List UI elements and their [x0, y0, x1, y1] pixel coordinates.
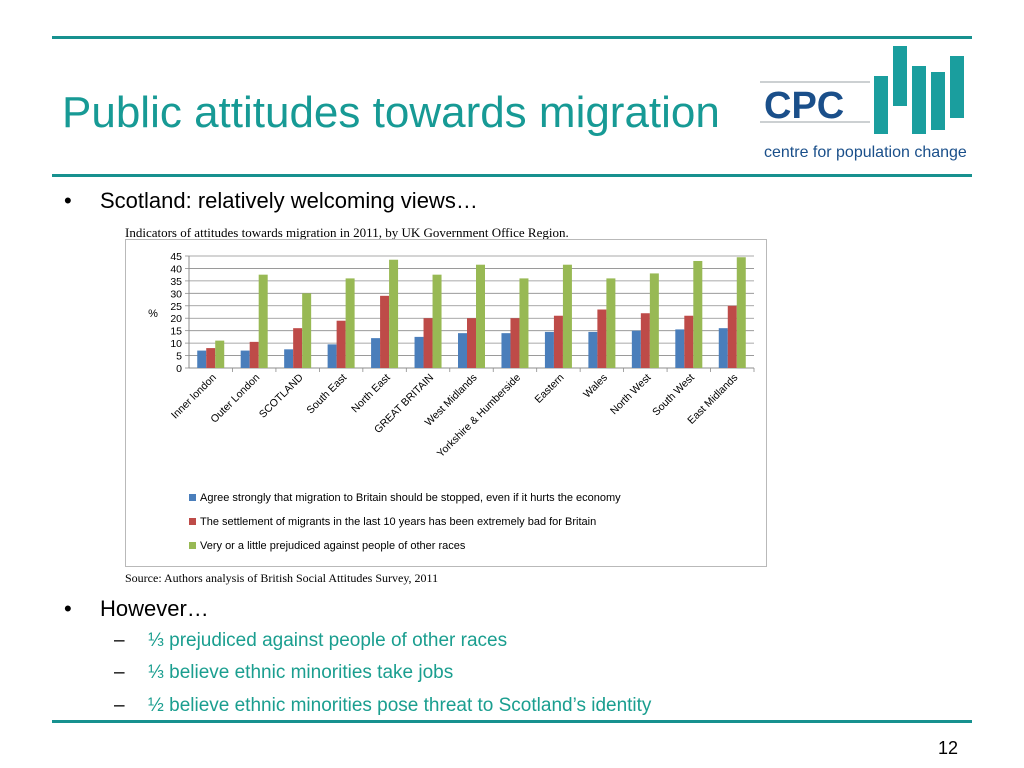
bullet-symbol: • — [64, 188, 72, 213]
chart-source: Source: Authors analysis of British Soci… — [125, 571, 439, 585]
y-tick-label: 10 — [170, 338, 182, 350]
logo-bar — [950, 56, 964, 118]
subpoint-text: ⅓ prejudiced against people of other rac… — [148, 630, 508, 651]
bar — [258, 274, 268, 368]
bar — [501, 333, 511, 368]
legend-swatch — [189, 494, 196, 501]
legend-label: The settlement of migrants in the last 1… — [200, 516, 596, 528]
bar — [510, 318, 520, 368]
bar — [693, 260, 703, 368]
top-rule — [52, 36, 972, 39]
logo-initials: CPC — [764, 85, 844, 127]
x-tick-label: Eastern — [532, 372, 566, 406]
bar — [588, 331, 598, 368]
y-tick-label: 35 — [170, 276, 182, 288]
bar — [249, 341, 259, 368]
legend-label: Very or a little prejudiced against peop… — [200, 540, 466, 552]
dash-symbol: – — [114, 695, 125, 716]
subpoint-jobs: – ⅓ believe ethnic minorities take jobs — [114, 662, 454, 684]
legend-swatch — [189, 518, 196, 525]
bar — [519, 278, 529, 368]
logo-bar — [874, 76, 888, 134]
x-tick-label: South East — [304, 372, 349, 417]
y-tick-label: 20 — [170, 313, 182, 325]
bar — [432, 274, 442, 368]
subpoint-identity: – ½ believe ethnic minorities pose threa… — [114, 695, 652, 717]
y-tick-label: 40 — [170, 263, 182, 275]
bar — [345, 278, 355, 368]
chart-caption: Indicators of attitudes towards migratio… — [125, 225, 569, 240]
bar — [476, 264, 485, 368]
bullet-text: However… — [100, 596, 209, 621]
subpoint-prejudiced: – ⅓ prejudiced against people of other r… — [114, 630, 508, 652]
bar — [553, 315, 563, 368]
bar — [284, 349, 294, 368]
bar — [597, 309, 607, 368]
bar — [727, 305, 737, 368]
x-tick-label: SCOTLAND — [257, 371, 306, 420]
y-tick-label: 30 — [170, 288, 182, 300]
logo-tagline: centre for population change — [764, 144, 967, 161]
bar — [380, 295, 390, 368]
bar — [423, 318, 433, 368]
bar — [467, 318, 476, 368]
bullet-text: Scotland: relatively welcoming views… — [100, 188, 478, 213]
bullet-however: • However… — [64, 596, 209, 622]
subpoint-text: ½ believe ethnic minorities pose threat … — [148, 695, 652, 716]
header-rule — [52, 174, 972, 177]
bar — [197, 350, 207, 368]
bar — [649, 273, 659, 368]
x-tick-label: Yorkshire & Humberside — [435, 372, 523, 460]
y-axis-label: % — [148, 308, 158, 320]
x-tick-label: Wales — [581, 372, 610, 401]
legend-swatch — [189, 542, 196, 549]
bar — [389, 259, 399, 368]
bullet-scotland: • Scotland: relatively welcoming views… — [64, 188, 478, 214]
bar — [293, 328, 303, 368]
bar — [640, 313, 650, 368]
x-tick-label: North East — [349, 372, 393, 416]
bar — [327, 344, 337, 368]
logo-bar — [912, 66, 926, 134]
bar — [336, 320, 346, 368]
legend-label: Agree strongly that migration to Britain… — [200, 492, 621, 504]
y-tick-label: 45 — [170, 251, 182, 263]
bullet-symbol: • — [64, 596, 72, 621]
y-tick-label: 25 — [170, 301, 182, 313]
slide-title: Public attitudes towards migration — [62, 88, 720, 137]
bar — [215, 340, 225, 368]
bar — [458, 333, 467, 368]
logo-bar — [931, 72, 945, 130]
bar — [631, 330, 641, 368]
bar — [240, 350, 250, 368]
bar — [544, 331, 554, 368]
bar — [684, 315, 694, 368]
bar — [414, 336, 424, 368]
page-number: 12 — [938, 738, 959, 758]
logo-bar — [893, 46, 907, 106]
dash-symbol: – — [114, 630, 125, 651]
x-tick-label: South West — [650, 372, 697, 419]
bar — [606, 278, 616, 368]
bar — [675, 329, 685, 368]
bar — [718, 328, 728, 368]
bar — [206, 348, 216, 368]
y-tick-label: 5 — [176, 351, 182, 363]
subpoint-text: ⅓ believe ethnic minorities take jobs — [148, 662, 454, 683]
cpc-logo: CPC centre for population change — [760, 46, 967, 161]
footer-rule — [52, 720, 972, 723]
bar — [562, 264, 572, 368]
x-tick-label: North West — [608, 372, 654, 418]
dash-symbol: – — [114, 662, 125, 683]
y-tick-label: 15 — [170, 326, 182, 338]
y-tick-label: 0 — [176, 363, 182, 375]
bar — [371, 338, 381, 368]
bar — [302, 293, 312, 368]
bar — [736, 257, 746, 368]
